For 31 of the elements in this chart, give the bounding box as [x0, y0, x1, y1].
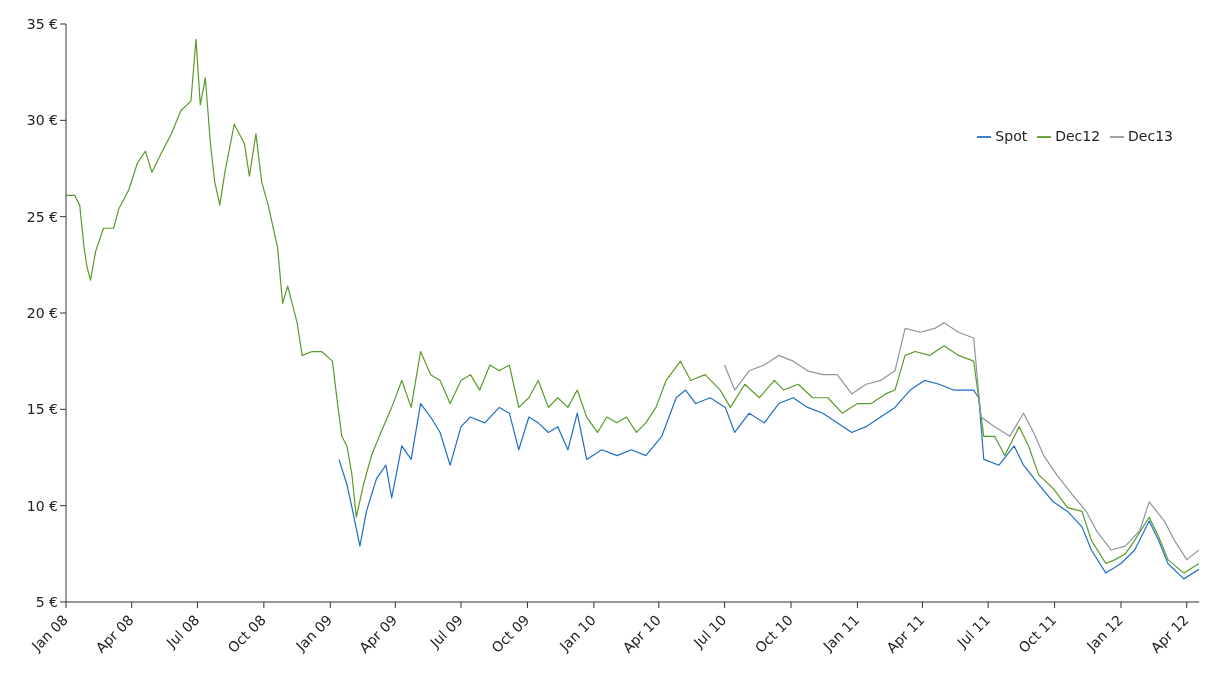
x-tick-label: Oct 10	[751, 611, 796, 656]
legend-label: Dec13	[1128, 128, 1173, 144]
y-tick-label: 25 €	[26, 208, 58, 225]
x-tick-label: Apr 10	[619, 611, 664, 656]
y-tick-label: 30 €	[26, 112, 58, 129]
x-tick-label: Oct 11	[1015, 611, 1060, 656]
x-tick-label: Jul 09	[426, 611, 466, 652]
y-tick-label: 15 €	[26, 401, 58, 418]
y-tick-label: 5 €	[35, 593, 58, 610]
x-tick-label: Jul 10	[689, 611, 730, 652]
y-tick-label: 20 €	[26, 304, 58, 321]
legend-label: Spot	[995, 128, 1028, 144]
x-tick-label: Oct 09	[488, 611, 533, 656]
legend-label: Dec12	[1055, 128, 1101, 144]
line-series	[338, 379, 1199, 580]
x-tick-label: Jan 11	[819, 611, 863, 655]
x-tick-label: Jan 12	[1082, 611, 1126, 655]
line-series	[66, 38, 1199, 574]
x-tick-label: Jul 08	[162, 611, 203, 652]
x-tick-label: Apr 12	[1147, 611, 1192, 656]
y-tick-label: 10 €	[26, 497, 58, 514]
x-tick-label: Apr 11	[883, 611, 928, 656]
line-series	[723, 322, 1199, 561]
x-tick-label: Jan 09	[292, 611, 336, 655]
x-tick-label: Jul 11	[953, 611, 994, 652]
y-tick-label: 35 €	[26, 15, 58, 32]
x-tick-label: Oct 08	[224, 611, 269, 656]
x-tick-label: Jan 08	[27, 611, 71, 655]
x-tick-label: Jan 10	[555, 611, 599, 655]
x-tick-label: Apr 09	[356, 611, 401, 656]
x-tick-label: Apr 08	[92, 611, 137, 656]
